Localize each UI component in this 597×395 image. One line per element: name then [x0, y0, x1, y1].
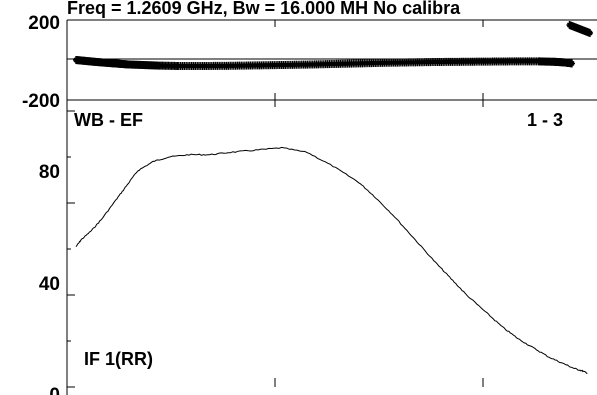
corner-label-1-3: 1 - 3 — [527, 110, 563, 130]
top-panel-ytick-label-neg200: -200 — [22, 91, 60, 112]
ytick-label-80: 80 — [39, 162, 60, 183]
phase-marker — [587, 29, 593, 37]
ytick-label-0: 0 — [49, 385, 60, 395]
bottom-panel-series-line — [75, 146, 588, 374]
bottom-panel: 80 40 0 WB - EF 1 - 3 IF 1(RR) — [39, 100, 588, 395]
ytick-label-40: 40 — [39, 274, 60, 295]
top-panel: 200 -200 — [22, 13, 597, 112]
top-panel-ytick-label-200: 200 — [28, 13, 60, 34]
header-text: Freq = 1.2609 GHz, Bw = 16.000 MH No cal… — [67, 0, 461, 18]
top-panel-series — [73, 21, 593, 70]
corner-label-if1: IF 1(RR) — [84, 349, 153, 369]
bottom-panel-y-ticks — [67, 110, 75, 388]
corner-label-wb-ef: WB - EF — [74, 110, 143, 130]
phase-marker — [569, 59, 576, 68]
